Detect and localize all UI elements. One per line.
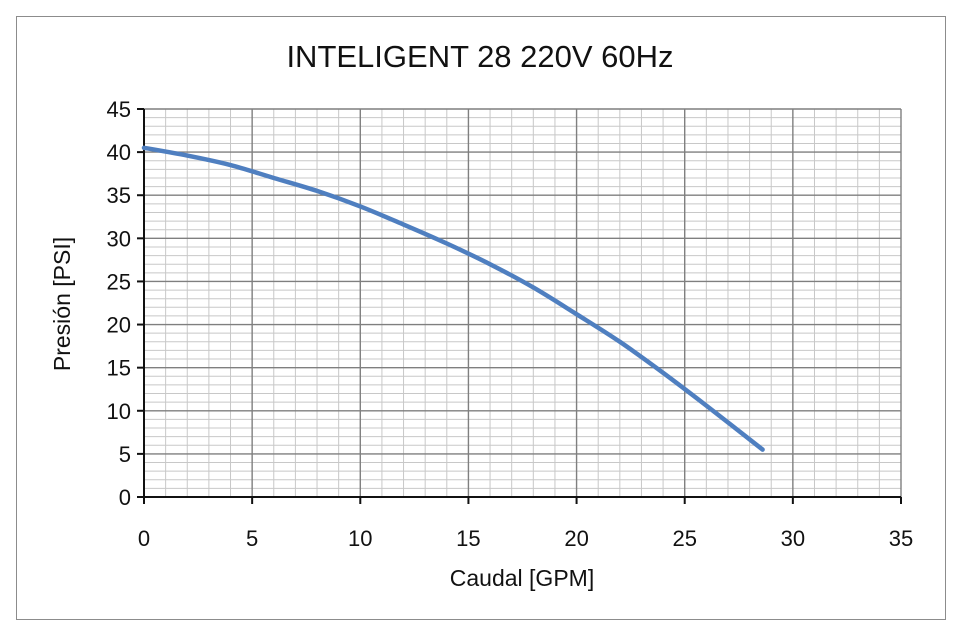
chart-frame: [16, 16, 946, 620]
x-tick-labels: 0 5 10 15 20 25 30 35: [138, 526, 913, 551]
x-tick-label: 5: [246, 526, 258, 551]
y-tick-label: 20: [107, 313, 131, 338]
y-tick-label: 15: [107, 356, 131, 381]
y-tick-label: 45: [107, 97, 131, 122]
x-tick-label: 25: [672, 526, 696, 551]
y-tick-label: 25: [107, 269, 131, 294]
x-tick-label: 0: [138, 526, 150, 551]
y-axis-title: Presión [PSI]: [49, 237, 75, 371]
y-tick-label: 30: [107, 226, 131, 251]
major-gridlines: [144, 108, 902, 497]
series-line-0: [141, 145, 765, 452]
axes: [137, 108, 902, 504]
chart-title: INTELIGENT 28 220V 60Hz: [286, 39, 673, 74]
y-tick-label: 5: [119, 442, 131, 467]
y-tick-label: 0: [119, 485, 131, 510]
y-tick-label: 10: [107, 399, 131, 424]
x-tick-label: 10: [348, 526, 372, 551]
y-tick-label: 40: [107, 140, 131, 165]
x-tick-label: 30: [781, 526, 805, 551]
y-tick-labels: 0 5 10 15 20 25 30 35 40 45: [107, 97, 131, 510]
minor-gridlines: [144, 109, 901, 497]
series-layer: [141, 145, 765, 452]
x-tick-label: 15: [456, 526, 480, 551]
x-tick-label: 35: [889, 526, 913, 551]
x-tick-label: 20: [564, 526, 588, 551]
x-axis-title: Caudal [GPM]: [450, 565, 594, 591]
y-tick-label: 35: [107, 183, 131, 208]
